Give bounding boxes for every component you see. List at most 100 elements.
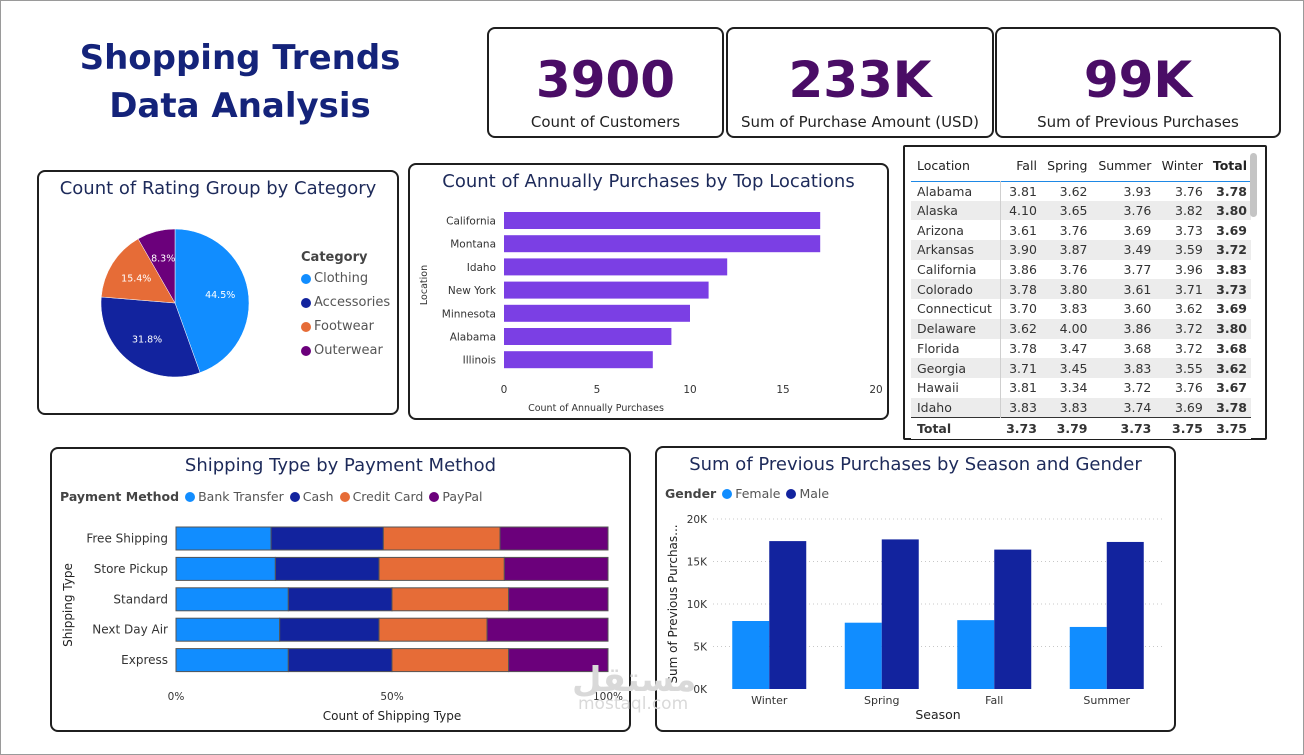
bar-minnesota[interactable] <box>504 304 690 322</box>
table-row[interactable]: Arkansas 3.90 3.87 3.49 3.59 3.72 <box>911 240 1251 260</box>
kpi-card-purchase-amount[interactable]: 233K Sum of Purchase Amount (USD) <box>726 27 994 138</box>
table-row[interactable]: Georgia 3.71 3.45 3.83 3.55 3.62 <box>911 358 1251 378</box>
bar-segment-paypal[interactable] <box>508 648 609 673</box>
bar-segment-credit-card[interactable] <box>378 617 488 642</box>
bar-alabama[interactable] <box>504 328 672 345</box>
legend-item-footwear[interactable]: Footwear <box>301 319 390 334</box>
pie-slice-accessories[interactable] <box>100 296 201 378</box>
table-header-spring[interactable]: Spring <box>1047 158 1088 174</box>
legend-label: Accessories <box>314 295 391 310</box>
legend-dot <box>301 297 311 308</box>
bar-segment-bank-transfer[interactable] <box>175 526 272 551</box>
bar-illinois[interactable] <box>504 351 653 369</box>
bar-montana[interactable] <box>504 235 821 253</box>
table-row[interactable]: Alaska 4.10 3.65 3.76 3.82 3.80 <box>911 200 1251 221</box>
shipping-stacked-bar-chart[interactable]: Free Shipping Store Pickup Standard Next Da… <box>52 505 629 730</box>
legend-item-credit-card[interactable]: Credit Card <box>339 489 423 504</box>
bar-segment-cash[interactable] <box>279 617 380 642</box>
table-header-winter[interactable]: Winter <box>1161 158 1203 174</box>
bar-new-york[interactable] <box>504 281 709 299</box>
table-total-label: Total <box>911 416 1001 440</box>
table-row[interactable]: Idaho 3.83 3.83 3.74 3.69 3.78 <box>911 397 1251 418</box>
legend-item-outerwear[interactable]: Outerwear <box>301 343 390 358</box>
table-cell-value: 3.62 <box>1206 358 1251 378</box>
locations-bar-chart-card[interactable]: Count of Annually Purchases by Top Locat… <box>408 163 889 420</box>
table-header-location[interactable]: Location <box>917 158 970 174</box>
column-winter-male[interactable] <box>769 541 807 689</box>
table-row[interactable]: Hawaii 3.81 3.34 3.72 3.76 3.67 <box>911 377 1251 398</box>
column-fall-female[interactable] <box>957 620 995 689</box>
table-row[interactable]: Florida 3.78 3.47 3.68 3.72 3.68 <box>911 338 1251 359</box>
legend-item-paypal[interactable]: PayPal <box>429 489 483 504</box>
season-gender-column-card[interactable]: Sum of Previous Purchases by Season and … <box>655 446 1176 732</box>
legend-item-accessories[interactable]: Accessories <box>301 295 390 310</box>
pie-slice-footwear[interactable] <box>100 238 176 304</box>
bar-segment-cash[interactable] <box>274 556 380 581</box>
legend-title: Category <box>301 250 368 265</box>
table-cell-location: California <box>911 259 1001 280</box>
table-scrollbar[interactable] <box>1250 153 1257 217</box>
table-header-total[interactable]: Total <box>1212 158 1247 174</box>
table-row[interactable]: Connecticut 3.70 3.83 3.60 3.62 3.69 <box>911 299 1251 319</box>
table-row[interactable]: Delaware 3.62 4.00 3.86 3.72 3.80 <box>911 318 1251 339</box>
bar-segment-cash[interactable] <box>270 526 384 551</box>
bar-segment-credit-card[interactable] <box>391 587 510 612</box>
legend-item-cash[interactable]: Cash <box>289 489 334 504</box>
column-fall-male[interactable] <box>994 549 1032 689</box>
bar-segment-paypal[interactable] <box>508 587 609 612</box>
bar-segment-bank-transfer[interactable] <box>175 587 289 612</box>
bar-segment-credit-card[interactable] <box>378 556 505 581</box>
kpi-value: 99K <box>1083 51 1193 109</box>
legend-item-female[interactable]: Female <box>722 486 780 501</box>
table-header-summer[interactable]: Summer <box>1098 158 1152 174</box>
table-cell-value: 3.83 <box>1091 358 1156 378</box>
kpi-card-previous-purchases[interactable]: 99K Sum of Previous Purchases <box>995 27 1281 138</box>
bar-california[interactable] <box>504 212 821 229</box>
table-row[interactable]: California 3.86 3.76 3.77 3.96 3.83 <box>911 259 1251 280</box>
bar-segment-cash[interactable] <box>287 587 393 612</box>
table-row[interactable]: Colorado 3.78 3.80 3.61 3.71 3.73 <box>911 279 1251 300</box>
watermark-text: مستقل <box>572 660 697 700</box>
bar-segment-bank-transfer[interactable] <box>175 648 289 673</box>
pie-slice-clothing[interactable] <box>174 228 250 373</box>
table-row[interactable]: Alabama 3.81 3.62 3.93 3.76 3.78 <box>911 180 1251 201</box>
table-total-value: 3.75 <box>1206 416 1251 440</box>
column-spring-male[interactable] <box>881 539 919 689</box>
bar-segment-paypal[interactable] <box>503 556 609 581</box>
season-gender-column-chart[interactable]: 0K 5K 10K 15K 20K Winter Spring Fall Summer Seaso… <box>657 504 1174 730</box>
table-cell-value: 3.83 <box>1000 397 1041 418</box>
bar-idaho[interactable] <box>504 258 728 276</box>
bar-segment-paypal[interactable] <box>499 526 609 551</box>
bar-segment-paypal[interactable] <box>486 617 609 642</box>
y-tick-label: Montana <box>450 239 496 251</box>
legend-label: PayPal <box>442 489 483 504</box>
table-cell-value: 3.72 <box>1123 380 1152 396</box>
bar-segment-bank-transfer[interactable] <box>175 556 276 581</box>
table-cell-value: 3.45 <box>1040 358 1092 378</box>
kpi-card-customers[interactable]: 3900 Count of Customers <box>487 27 724 138</box>
locations-bar-chart[interactable]: California Montana Idaho New York Minnesota A… <box>410 193 887 418</box>
table-header-fall[interactable]: Fall <box>1016 158 1037 174</box>
legend-item-male[interactable]: Male <box>786 486 829 501</box>
bar-segment-cash[interactable] <box>287 648 393 673</box>
column-spring-female[interactable] <box>844 622 882 689</box>
bar-segment-credit-card[interactable] <box>391 648 510 673</box>
column-summer-female[interactable] <box>1069 626 1107 689</box>
bar-segment-credit-card[interactable] <box>382 526 501 551</box>
legend-item-clothing[interactable]: Clothing <box>301 271 390 286</box>
table-row[interactable]: Arizona 3.61 3.76 3.69 3.73 3.69 <box>911 220 1251 241</box>
column-summer-male[interactable] <box>1106 541 1144 689</box>
bar-segment-bank-transfer[interactable] <box>175 617 281 642</box>
pie-chart-card[interactable]: Count of Rating Group by Category 44.5% 3… <box>37 170 399 415</box>
y-axis-label: Shipping Type <box>61 563 75 647</box>
column-winter-female[interactable] <box>732 621 770 689</box>
table-cell-value: 3.81 <box>1009 380 1037 396</box>
pie-chart[interactable]: 44.5% 31.8% 15.4%8.3% <box>79 206 319 426</box>
pie-slice-outerwear[interactable] <box>137 228 176 304</box>
shipping-stacked-bar-card[interactable]: Shipping Type by Payment Method Payment … <box>50 447 631 732</box>
legend-label: Female <box>735 486 781 501</box>
page-title: Shopping Trends Data Analysis <box>79 38 401 126</box>
table-cell-value: 3.68 <box>1216 340 1247 356</box>
rating-table-card[interactable]: Location Fall Spring Summer Winter Total Alab… <box>903 145 1267 440</box>
legend-item-bank-transfer[interactable]: Bank Transfer <box>185 489 284 504</box>
